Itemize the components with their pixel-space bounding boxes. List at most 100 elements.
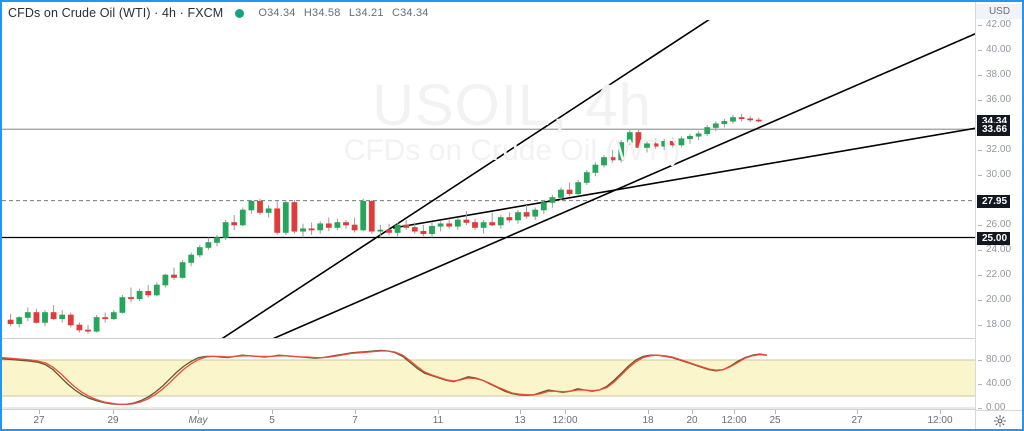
candle-body[interactable] [515,212,521,221]
candle-body[interactable] [257,200,263,213]
candle-body[interactable] [50,312,57,320]
time-axis[interactable]: 27 29 May 5 7 11 13 12:00 18 20 12:00 25 27 12:00 [2,410,975,429]
price-pane[interactable] [2,20,975,338]
candle-body[interactable] [102,317,109,320]
candle-body[interactable] [334,222,341,228]
candle-body[interactable] [248,200,255,211]
candle-body[interactable] [678,138,685,146]
candle-body[interactable] [635,132,642,148]
trendline[interactable] [270,32,975,338]
candle-body[interactable] [472,222,478,228]
candle-body[interactable] [274,208,281,233]
candle-body[interactable] [592,164,599,173]
candle-body[interactable] [85,329,91,332]
candle-body[interactable] [463,219,470,223]
trendline[interactable] [392,127,975,229]
candle-body[interactable] [317,223,324,231]
candle-body[interactable] [231,222,238,226]
candle-body[interactable] [644,143,650,148]
candle-body[interactable] [33,312,40,323]
candle-body[interactable] [558,189,564,198]
candle-body[interactable] [351,224,358,231]
candle-body[interactable] [368,200,375,232]
candle-body[interactable] [429,225,435,235]
price-axis[interactable]: USD 42.00 40.00 38.00 36.00 32.00 30.00 26.00 2… [975,2,1023,411]
candle-body[interactable] [110,312,117,320]
candle-body[interactable] [652,143,659,147]
candle-body[interactable] [687,135,693,140]
candle-body[interactable] [76,324,83,331]
price-label-highlight[interactable]: 27.95 [977,194,1011,208]
candle-body[interactable] [59,314,66,320]
indicator-pane[interactable] [2,340,975,410]
candle-body[interactable] [205,242,212,248]
candle-body[interactable] [196,247,203,256]
candle-body[interactable] [308,228,315,231]
candle-body[interactable] [575,182,582,195]
candle-body[interactable] [721,120,728,125]
candle-body[interactable] [119,297,126,313]
candle-body[interactable] [291,202,298,232]
candle-body[interactable] [325,223,332,228]
candle-body[interactable] [67,314,74,326]
candle-body[interactable] [411,227,418,232]
candle-body[interactable] [497,217,504,226]
candle-body[interactable] [282,202,289,233]
candle-body[interactable] [540,202,547,211]
candle-body[interactable] [42,312,48,323]
chart-settings-cell[interactable] [975,410,1023,430]
candle-body[interactable] [162,274,169,286]
candle-body[interactable] [669,140,676,146]
candle-body[interactable] [446,223,453,227]
candle-body[interactable] [265,208,272,213]
candle-body[interactable] [420,230,427,235]
candle-body[interactable] [480,222,487,228]
symbol-title[interactable]: CFDs on Crude Oil (WTI) · 4h · FXCM [8,6,224,20]
candle-body[interactable] [506,217,513,221]
candle-body[interactable] [214,237,220,243]
candle-body[interactable] [171,274,177,278]
candle-body[interactable] [601,157,607,166]
candle-body[interactable] [145,290,152,296]
candle-body[interactable] [618,142,625,161]
candle-body[interactable] [738,117,745,120]
candle-body[interactable] [394,224,401,233]
candle-body[interactable] [661,140,668,147]
price-label-highlight[interactable]: 25.00 [977,231,1011,245]
candle-body[interactable] [747,118,754,121]
candle-body[interactable] [16,317,23,325]
candle-body[interactable] [222,222,229,238]
candle-body[interactable] [704,127,711,135]
candle-body[interactable] [532,209,539,217]
candle-body[interactable] [437,223,444,227]
candle-body[interactable] [454,219,461,227]
candle-body[interactable] [523,212,530,217]
gear-icon[interactable] [993,414,1006,427]
candle-body[interactable] [7,319,14,325]
trendline[interactable] [220,20,739,338]
candle-body[interactable] [403,224,410,228]
candle-body[interactable] [136,290,143,300]
candle-body[interactable] [712,123,719,128]
candle-body[interactable] [583,172,590,183]
candle-body[interactable] [730,117,736,122]
candle-body[interactable] [24,312,31,318]
candle-body[interactable] [360,200,367,231]
price-label-highlight[interactable]: 33.66 [977,123,1011,137]
candle-body[interactable] [489,222,496,226]
candle-body[interactable] [566,189,573,195]
candle-body[interactable] [549,197,556,203]
candle-body[interactable] [626,132,633,143]
candle-body[interactable] [300,228,306,232]
candle-body[interactable] [343,222,349,226]
candle-body[interactable] [153,284,160,296]
candle-body[interactable] [128,297,134,300]
candle-body[interactable] [609,157,616,161]
candle-body[interactable] [377,229,384,232]
indicator-line[interactable] [2,350,768,406]
candle-body[interactable] [188,254,195,263]
candle-body[interactable] [755,119,762,122]
candle-body[interactable] [695,133,702,137]
candle-body[interactable] [239,209,246,226]
candle-body[interactable] [93,317,100,332]
